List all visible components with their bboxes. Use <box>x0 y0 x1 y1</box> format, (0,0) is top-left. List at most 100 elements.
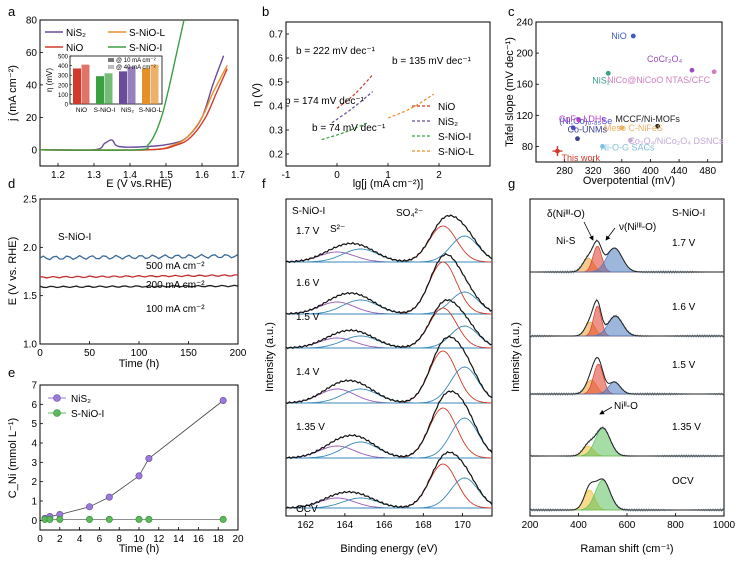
y-tick-label: 0 <box>31 145 37 156</box>
trace-5-envelope <box>285 450 493 510</box>
y-tick-label: 240 <box>516 18 533 29</box>
inset-bar <box>96 76 104 104</box>
trace-2-peak-1 <box>286 335 492 349</box>
y-tick-label: 2.5 <box>23 195 37 206</box>
panel-c-x-ticks: 280 320 360 400 440 480 <box>556 159 716 177</box>
panel-g-peak-nis: Ni-S <box>556 236 576 247</box>
trace-3-envelope <box>530 427 724 457</box>
panel-b-xlabel: lg[j (mA cm⁻²)] <box>353 178 424 190</box>
y-tick-label: 5 <box>31 419 37 430</box>
point-label-7: Meso C-NiFeS <box>604 123 663 133</box>
x-tick-label: 0 <box>37 348 43 359</box>
x-tick-label: 1.4 <box>123 170 137 181</box>
panel-a-y-ticks: 0 20 40 60 80 <box>26 16 43 156</box>
point-2 <box>605 70 611 76</box>
panel-letter-c: c <box>508 4 515 19</box>
inset-ylabel: η (mV) <box>45 68 54 92</box>
x-tick-label: 400 <box>642 166 659 177</box>
inset-x-label: NiS₂ <box>121 107 134 114</box>
legend-b-snio-i: S-NiO-I <box>438 132 471 143</box>
panel-e-y-ticks: 0 1 2 3 4 5 6 7 <box>31 381 43 527</box>
x-tick-label: 16 <box>193 534 205 545</box>
panel-b-ylabel: η (V) <box>251 83 263 107</box>
panel-a: 1.2 1.3 1.4 1.5 1.6 1.7 0 20 40 60 80 E (V vs.RHE… <box>7 16 245 191</box>
trace-label-0: 1.7 V <box>672 238 696 249</box>
panel-letter-f: f <box>262 176 266 191</box>
trace-4-envelope <box>530 478 724 511</box>
series-0-line <box>39 253 239 261</box>
panel-e-frame <box>39 384 239 531</box>
point-label-1: CoCr₂O₄ <box>647 54 682 64</box>
y-tick-label: 200 <box>516 49 533 60</box>
panel-e-x-ticks: 0 2 4 6 8 10 12 14 16 18 20 <box>37 527 244 545</box>
inset-y-tick-label: 0 <box>65 103 69 109</box>
inset-x-ticks: NiO S-NiO-I NiS₂ S-NiO-L <box>76 107 163 114</box>
point-label-11: This work <box>561 153 600 163</box>
panel-f-traces: 1.7 V 1.6 V 1.5 V 1.4 V 1.35 V OCV <box>285 214 493 515</box>
y-tick-label: 80 <box>26 16 38 27</box>
panel-e-ylabel: C_Ni (mmol L⁻¹) <box>7 418 19 498</box>
panel-c-ylabel: Tafel slope (mV dec⁻¹) <box>504 37 516 147</box>
panel-d-frame <box>39 198 239 345</box>
panel-f-sample-label: S-NiO-I <box>292 206 325 217</box>
panel-g-arrow-nio <box>599 406 613 415</box>
x-tick-label: 150 <box>180 348 197 359</box>
series-0-point <box>219 396 227 404</box>
point-label-2: NiS₂ <box>592 75 611 85</box>
x-tick-label: 200 <box>230 348 247 359</box>
panel-g-sample-label: S-NiO-I <box>672 208 705 219</box>
panel-letter-b: b <box>262 4 269 19</box>
series-0-point <box>105 493 113 501</box>
x-tick-label: 0 <box>37 534 43 545</box>
legend-nio: NiO <box>66 43 83 54</box>
panel-letter-g: g <box>508 176 515 191</box>
panel-b-legend: NiO NiS₂ S-NiO-I S-NiO-L <box>412 102 475 158</box>
panel-d-xlabel: Time (h) <box>119 358 160 370</box>
y-tick-label: 1.5 <box>23 291 37 302</box>
point-9 <box>628 137 633 143</box>
panel-e-xlabel: Time (h) <box>119 543 160 555</box>
panel-g-ylabel: Intensity (a.u.) <box>510 322 522 392</box>
point-label-4: CoFe LDHs <box>559 114 607 124</box>
panel-a-inset: 0 100 200 300 400 500 NiO S-NiO-I NiS₂ S-NiO-L η… <box>45 55 163 115</box>
panel-d-ylabel: E (V vs. RHE) <box>7 237 19 305</box>
y-tick-label: 7 <box>31 381 37 392</box>
panel-d-sample-label: S-NiO-I <box>58 232 91 243</box>
point-11 <box>555 148 560 154</box>
point-0 <box>630 33 636 39</box>
point-1 <box>689 67 695 73</box>
series-1-point <box>56 515 64 523</box>
series-0-point <box>86 503 94 511</box>
panel-letter-e: e <box>8 365 15 380</box>
trace-2-peak-3 <box>286 325 493 349</box>
trace-1-peak-3 <box>286 291 493 315</box>
panel-b-y-ticks: 0.2 0.3 0.4 0.5 0.6 0.7 <box>269 30 289 161</box>
panel-b-ann-174: b = 174 mV dec⁻¹ <box>285 96 365 107</box>
series-0-line <box>336 74 374 109</box>
trace-4-envelope <box>285 390 493 460</box>
x-tick-label: 4 <box>77 534 83 545</box>
x-tick-label: 1.6 <box>195 170 209 181</box>
series-2-line <box>321 122 368 141</box>
trace-0-envelope <box>530 240 724 273</box>
trace-0-band-2 <box>530 247 724 273</box>
x-tick-label: 480 <box>699 166 716 177</box>
inset-bar <box>127 66 136 104</box>
point-label-0: NiO <box>611 31 627 41</box>
panel-b-ann-135: b = 135 mV dec⁻¹ <box>392 56 472 67</box>
y-tick-label: 1.0 <box>23 340 37 351</box>
point-3 <box>711 69 717 75</box>
y-tick-label: 4 <box>31 439 37 450</box>
point-4 <box>576 117 582 123</box>
trace-label-1: 1.6 V <box>672 302 696 313</box>
series-1-point <box>105 515 113 523</box>
x-tick-label: 170 <box>454 520 471 531</box>
x-tick-label: 2 <box>57 534 63 545</box>
panel-a-legend: NiS₂ S-NiO-L NiO S-NiO-I <box>45 28 166 54</box>
inset-bar <box>81 64 90 104</box>
inset-y-tick-label: 100 <box>58 93 69 99</box>
inset-y-tick-label: 500 <box>58 55 69 61</box>
panel-g-peak-nu: ν(Niᴵᴵᴵ-O) <box>619 222 656 233</box>
series-0-point <box>135 472 143 480</box>
